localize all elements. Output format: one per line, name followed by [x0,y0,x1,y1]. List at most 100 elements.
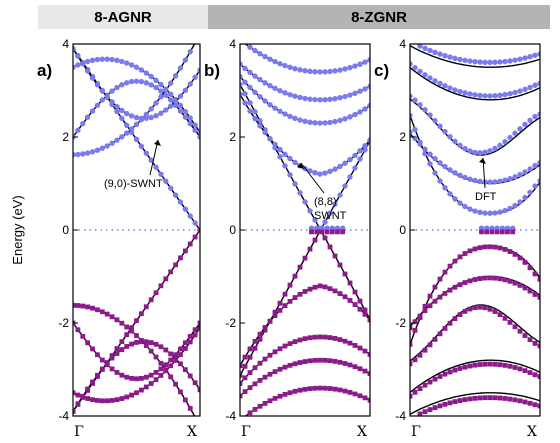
dft-point-valence [168,357,174,363]
dft-point-conduction [527,54,533,60]
edge-state-point [329,229,335,235]
dft-point-valence [277,346,283,352]
dft-point-valence [312,237,318,243]
dft-point-conduction [287,91,293,98]
dft-point-valence [119,372,125,378]
dft-point-valence [124,394,130,400]
dft-point-conduction [307,96,313,102]
dft-point-conduction [262,80,268,86]
dft-point-valence [482,244,488,250]
dft-point-conduction [138,78,145,85]
dft-point-conduction [99,97,106,103]
dft-point-valence [342,271,348,277]
dft-point-conduction [282,62,288,69]
dft-point-conduction [124,80,130,86]
dft-point-valence [292,388,298,394]
dft-point-valence [447,320,453,326]
dft-point-conduction [262,98,268,104]
dft-point-valence [187,241,193,247]
dft-point-conduction [307,119,313,125]
dft-point-valence [410,325,413,331]
dft-point-conduction [177,108,184,114]
dft-point-valence [90,397,95,403]
dft-point-valence [148,348,154,354]
dft-point-valence [492,309,498,314]
dft-point-valence [134,390,139,396]
dft-point-conduction [172,73,179,79]
dft-point-conduction [252,109,258,115]
dft-point-conduction [447,54,453,60]
dft-point-valence [158,283,164,289]
dft-point-conduction [94,102,101,109]
dft-point-conduction [252,47,258,54]
dft-point-valence [410,361,413,367]
dft-point-valence [138,387,144,393]
plot-frame [72,43,201,417]
dft-point-conduction [467,176,473,182]
dft-point-conduction [153,164,159,170]
dft-point-valence [472,395,478,401]
dft-point-conduction [527,117,533,124]
dft-point-conduction [252,73,258,79]
dft-point-valence [452,399,458,405]
dft-point-valence [109,366,115,372]
dft-point-valence [337,262,343,268]
dft-point-valence [322,235,328,241]
dft-point-valence [477,276,483,281]
dft-point-valence [192,380,198,386]
dft-point-conduction [187,120,193,127]
edge-state-point [340,229,346,235]
dft-point-conduction [307,68,313,75]
dft-point-conduction [187,213,193,219]
dft-point-valence [134,333,139,338]
dft-point-valence [442,269,448,275]
dft-point-valence [148,381,154,386]
dft-point-conduction [412,97,418,103]
dft-point-valence [129,375,135,381]
dft-point-conduction [197,134,200,140]
dft-point-valence [73,408,76,414]
dft-point-valence [422,347,428,353]
dft-point-valence [99,357,105,363]
dft-point-conduction [327,96,333,103]
dft-point-valence [247,385,253,391]
dft-point-valence [457,366,463,371]
dft-point-conduction [437,123,443,129]
dft-point-conduction [492,210,498,216]
dft-point-valence [247,354,253,360]
dft-point-valence [347,389,353,395]
dft-point-conduction [272,85,278,92]
dft-point-conduction [472,92,478,98]
dft-point-valence [247,410,253,416]
dft-point-valence [347,362,353,368]
dft-point-conduction [73,45,76,52]
dft-point-conduction [114,103,120,110]
dft-point-valence [262,374,268,380]
dft-point-valence [129,328,135,334]
dft-point-valence [532,271,538,277]
dft-point-conduction [192,122,198,128]
dft-point-conduction [502,177,508,183]
dft-point-conduction [182,57,189,63]
dft-point-valence [410,393,413,399]
dft-point-conduction [73,151,76,158]
dft-point-valence [502,362,508,368]
dft-point-conduction [240,73,243,80]
dft-point-conduction [128,62,135,68]
dft-point-conduction [277,154,283,160]
dft-point-conduction [138,115,145,122]
dft-point-valence [267,352,273,358]
dft-point-conduction [452,138,458,145]
dft-point-valence [517,398,523,404]
dft-point-valence [197,387,200,393]
dft-point-conduction [158,171,164,177]
dft-point-conduction [262,53,268,60]
dft-point-conduction [119,58,125,65]
dft-point-conduction [417,141,423,147]
dft-point-conduction [512,202,518,209]
dft-point-conduction [422,45,428,52]
dft-point-valence [482,395,488,401]
dft-point-valence [432,376,438,382]
dft-point-valence [182,397,188,403]
dft-point-conduction [367,83,370,90]
